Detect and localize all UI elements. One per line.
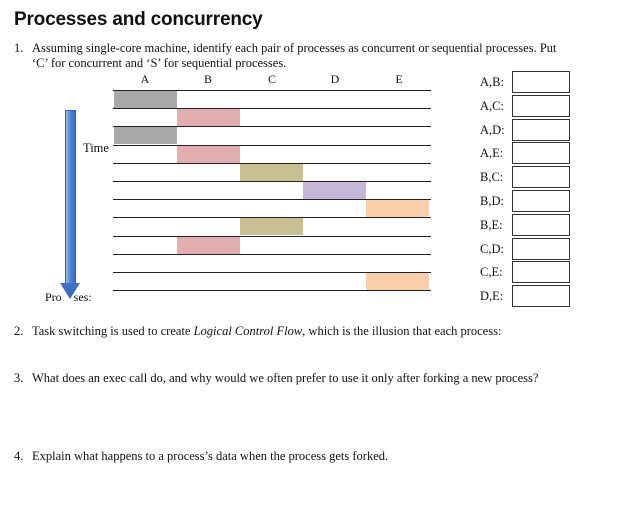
timeline-line [113, 163, 431, 164]
question-3-text: What does an exec call do, and why would… [32, 371, 539, 385]
timeline-line [113, 199, 431, 200]
process-block-c [240, 218, 303, 235]
question-1-text-line2: ‘C’ for concurrent and ‘S’ for sequentia… [32, 56, 287, 70]
answer-box[interactable] [512, 71, 570, 93]
question-1-number: 1. [14, 41, 24, 55]
answer-box[interactable] [512, 95, 570, 117]
timeline-line [113, 181, 431, 182]
process-block-a [114, 127, 177, 144]
question-4: 4. Explain what happens to a process’s d… [14, 449, 614, 465]
process-block-c [240, 164, 303, 181]
column-label-b: B [203, 72, 212, 86]
question-2-text-pre: Task switching is used to create [32, 324, 194, 338]
process-block-b [177, 237, 240, 254]
question-4-number: 4. [14, 449, 24, 463]
process-block-b [177, 109, 240, 126]
answer-box[interactable] [512, 166, 570, 188]
pair-label: B,E: [480, 218, 503, 232]
question-2-number: 2. [14, 324, 24, 338]
answer-box[interactable] [512, 142, 570, 164]
timeline-line [113, 254, 431, 255]
timeline-line [113, 108, 431, 109]
pair-label: D,E: [480, 289, 504, 303]
pair-label: B,D: [480, 194, 504, 208]
process-block-e [366, 273, 429, 290]
column-label-a: A [140, 72, 150, 86]
pair-label: C,D: [480, 242, 504, 256]
time-arrow-head [60, 283, 80, 299]
timeline-line [113, 126, 431, 127]
answer-box[interactable] [512, 214, 570, 236]
timeline-line [113, 90, 431, 91]
timeline-line [113, 145, 431, 146]
column-label-e: E [395, 72, 403, 86]
question-2-text: Task switching is used to create Logical… [32, 324, 501, 339]
question-1: 1. Assuming single-core machine, identif… [14, 41, 614, 73]
pair-label: A,E: [480, 146, 504, 160]
process-block-b [177, 146, 240, 163]
timeline-line [113, 236, 431, 237]
page-title: Processes and concurrency [14, 9, 263, 30]
pair-label: C,E: [480, 265, 503, 279]
process-block-d [303, 182, 366, 199]
answer-box[interactable] [512, 285, 570, 307]
process-block-e [366, 200, 429, 217]
pair-label: A,B: [480, 75, 504, 89]
pair-label: B,C: [480, 170, 504, 184]
timeline-line [113, 272, 431, 273]
answer-box[interactable] [512, 190, 570, 212]
column-label-d: D [330, 72, 340, 86]
question-2-text-post: , which is the illusion that each proces… [302, 324, 502, 338]
question-4-text: Explain what happens to a process’s data… [32, 449, 389, 463]
pair-label: A,D: [480, 123, 505, 137]
question-1-text-line1: Assuming single-core machine, identify e… [32, 41, 557, 55]
question-3-number: 3. [14, 371, 24, 385]
pair-label: A,C: [480, 99, 504, 113]
process-block-a [114, 91, 177, 108]
time-label: Time [83, 141, 109, 155]
answer-box[interactable] [512, 119, 570, 141]
question-3: 3. What does an exec call do, and why wo… [14, 371, 614, 387]
timeline-line [113, 217, 431, 218]
column-label-c: C [267, 72, 276, 86]
time-arrow-shaft [65, 110, 76, 285]
answer-box[interactable] [512, 261, 570, 283]
question-2: 2. Task switching is used to create Logi… [14, 324, 614, 340]
question-2-emphasis: Logical Control Flow [193, 324, 303, 338]
processes-label: Pro ses: [45, 290, 92, 304]
timeline-line [113, 290, 431, 291]
answer-box[interactable] [512, 238, 570, 260]
